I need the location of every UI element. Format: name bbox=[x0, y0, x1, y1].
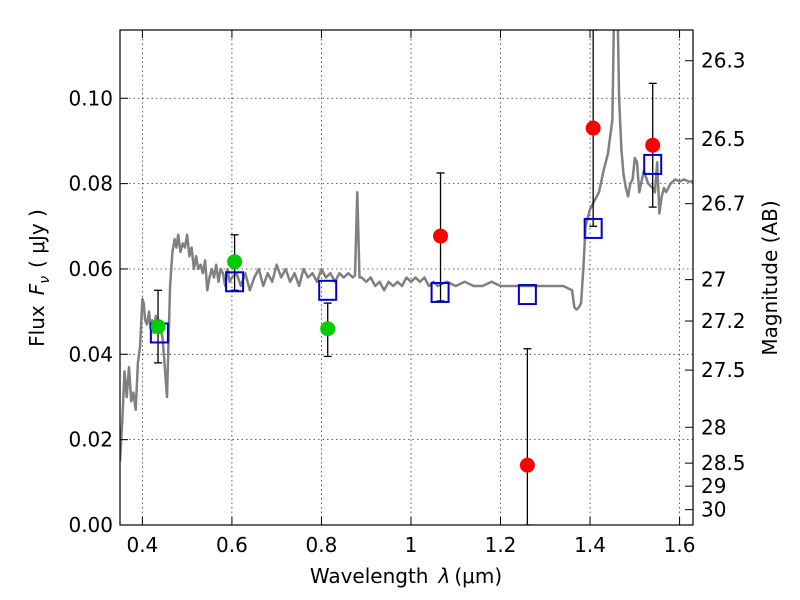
y2-tick-label: 26.5 bbox=[701, 127, 746, 151]
model-point-box bbox=[643, 153, 663, 175]
y-tick-label: 0.00 bbox=[68, 513, 113, 537]
y2-tick-label: 27.2 bbox=[701, 309, 746, 333]
observed-point-green bbox=[320, 321, 336, 337]
x-tick-labels: 0.4 0.6 0.8 1 1.2 1.4 1.6 bbox=[126, 533, 695, 557]
spectrum-line bbox=[120, 30, 693, 462]
y-tick-label: 0.06 bbox=[68, 257, 113, 281]
observed-photometry-points bbox=[150, 120, 661, 473]
observed-point-red bbox=[433, 228, 449, 244]
x-tick-label: 0.6 bbox=[216, 533, 248, 557]
y2-tick-label: 28.5 bbox=[701, 451, 746, 475]
x-tick-label: 1.4 bbox=[574, 533, 606, 557]
y2-tick-label: 30 bbox=[701, 498, 726, 522]
y2-tick-label: 26.3 bbox=[701, 49, 746, 73]
y-tick-labels: 0.00 0.02 0.04 0.06 0.08 0.10 bbox=[68, 86, 113, 537]
observed-point-green bbox=[150, 319, 166, 335]
x-axis-label: Wavelength λ (μm) bbox=[310, 564, 502, 588]
plot-frame bbox=[119, 29, 694, 526]
observed-point-green bbox=[227, 254, 243, 270]
model-point-box bbox=[225, 271, 245, 293]
y2-tick-label: 26.7 bbox=[701, 192, 746, 216]
x-tick-label: 1.2 bbox=[485, 533, 517, 557]
model-point-box bbox=[318, 279, 338, 301]
y2-tick-label: 27.5 bbox=[701, 358, 746, 382]
y2-axis-label: Magnitude (AB) bbox=[758, 200, 782, 355]
axis-ticks bbox=[120, 30, 693, 526]
model-point-box bbox=[430, 281, 450, 303]
x-tick-label: 0.4 bbox=[126, 533, 158, 557]
x-tick-label: 1.6 bbox=[664, 533, 696, 557]
y-axis-label: FluxFν( μJy ) bbox=[25, 209, 53, 347]
observed-point-red bbox=[645, 137, 661, 153]
x-tick-label: 1 bbox=[405, 533, 418, 557]
model-point-box bbox=[583, 217, 603, 239]
model-spectrum bbox=[120, 30, 693, 462]
y2-tick-label: 27 bbox=[701, 268, 726, 292]
y-tick-label: 0.08 bbox=[68, 172, 113, 196]
x-tick-label: 0.8 bbox=[306, 533, 338, 557]
y-tick-label: 0.04 bbox=[68, 342, 113, 366]
y2-tick-label: 29 bbox=[701, 474, 726, 498]
observed-point-red bbox=[519, 457, 535, 473]
y2-tick-label: 28 bbox=[701, 415, 726, 439]
model-point-box bbox=[517, 284, 537, 306]
observed-point-red bbox=[585, 120, 601, 136]
y-tick-label: 0.10 bbox=[68, 86, 113, 110]
y-tick-label: 0.02 bbox=[68, 428, 113, 452]
